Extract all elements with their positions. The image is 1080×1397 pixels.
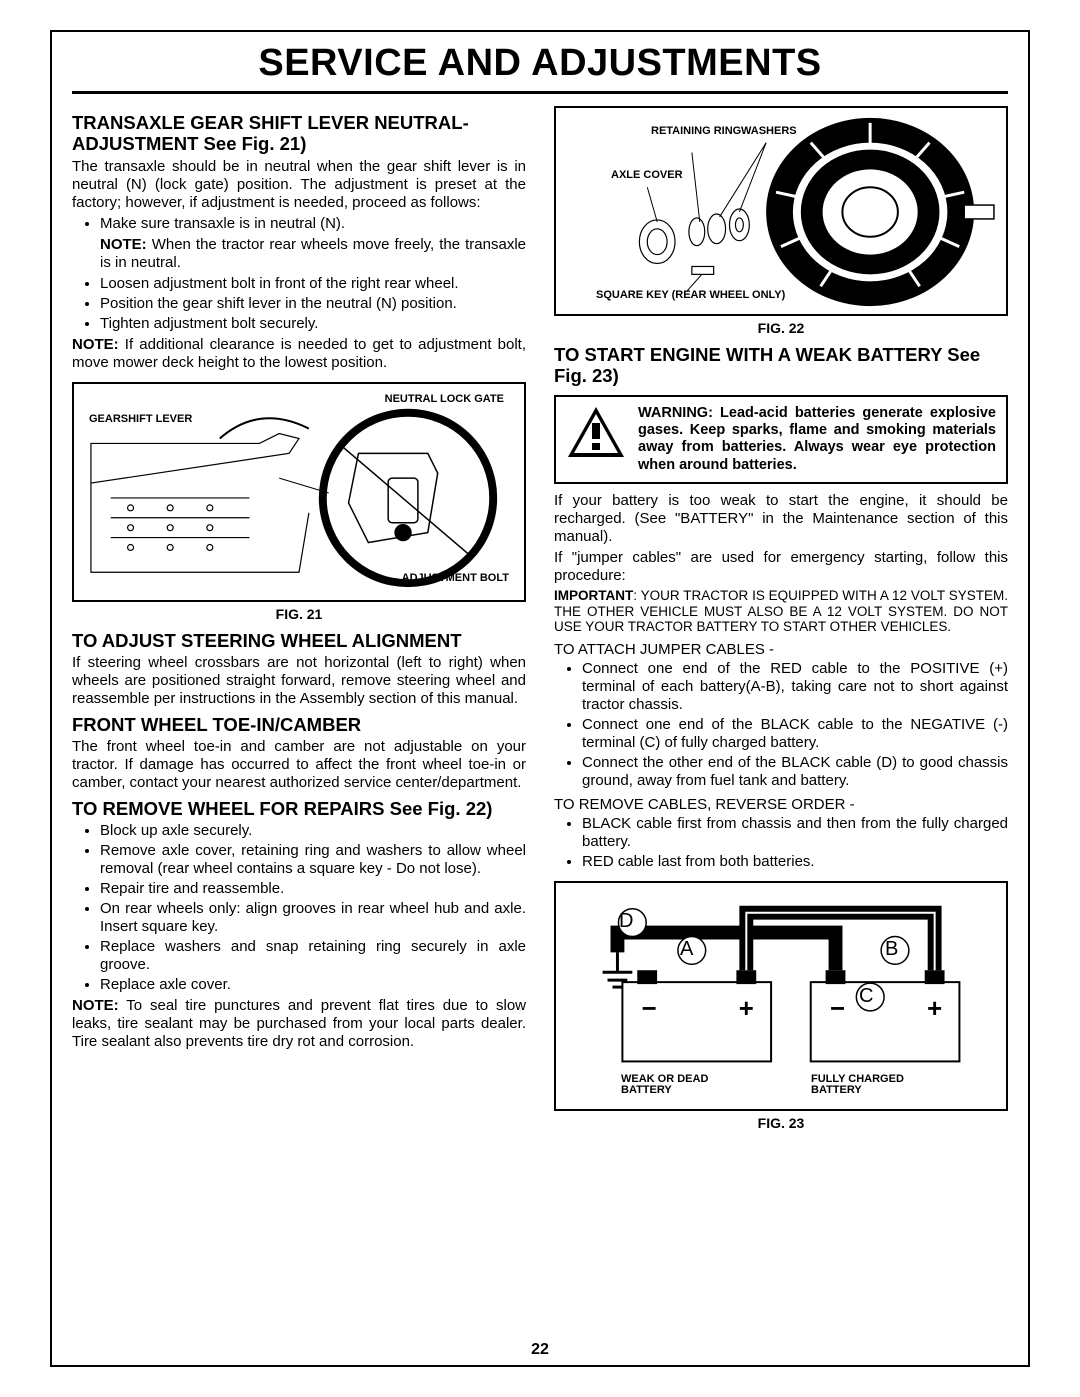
fig23-caption: FIG. 23 — [554, 1115, 1008, 1131]
fig21-label-lockgate: NEUTRAL LOCK GATE — [385, 394, 504, 406]
bullet: Position the gear shift lever in the neu… — [100, 295, 526, 313]
two-column-layout: TRANSAXLE GEAR SHIFT LEVER NEUTRAL- ADJU… — [72, 106, 1008, 1139]
bullet: Replace axle cover. — [100, 976, 526, 994]
figure-22: RETAINING RING WASHERS AXLE COVER SQUARE… — [554, 106, 1008, 316]
subhead-attach: TO ATTACH JUMPER CABLES - — [554, 641, 1008, 658]
para-jumper: If "jumper cables" are used for emergenc… — [554, 549, 1008, 585]
figure-21: GEARSHIFT LEVER NEUTRAL LOCK GATE ADJUST… — [72, 382, 526, 602]
important-label: IMPORTANT — [554, 588, 633, 603]
page-title: Service And Adjustments — [72, 42, 1008, 94]
svg-text:+: + — [739, 994, 754, 1022]
list-attach: Connect one end of the RED cable to the … — [554, 660, 1008, 790]
warning-box: WARNING: Lead-acid batteries gen­erate e… — [554, 395, 1008, 485]
fig23-label-weak: WEAK OR DEAD BATTERY — [621, 1074, 741, 1097]
heading-remove-wheel: TO REMOVE WHEEL FOR REPAIRS See Fig. 22) — [72, 798, 526, 819]
note-text: When the tractor rear wheels move freely… — [100, 236, 526, 271]
bullet: Make sure transaxle is in neutral (N). — [100, 215, 526, 233]
heading-steering: TO ADJUST STEERING WHEEL ALIGN­MENT — [72, 630, 526, 651]
warning-triangle-icon — [566, 405, 626, 464]
para-steering: If steering wheel crossbars are not hori… — [72, 654, 526, 708]
bullet: Connect the other end of the BLACK cable… — [582, 754, 1008, 790]
para-toein: The front wheel toe-in and camber are no… — [72, 738, 526, 792]
para-recharge: If your battery is too weak to start the… — [554, 492, 1008, 546]
bullet: Block up axle securely. — [100, 822, 526, 840]
bullet: BLACK cable first from chassis and then … — [582, 815, 1008, 851]
svg-text:−: − — [642, 994, 657, 1022]
fig22-caption: FIG. 22 — [554, 320, 1008, 336]
note-text: To seal tire punctures and prevent flat … — [72, 997, 526, 1050]
bullet: Connect one end of the BLACK cable to th… — [582, 716, 1008, 752]
list-remove-wheel: Block up axle securely. Remove axle cove… — [72, 822, 526, 994]
list-transaxle-2: Loosen adjustment bolt in front of the r… — [72, 275, 526, 333]
fig23-label-b: B — [885, 939, 898, 960]
heading-weak-battery: TO START ENGINE WITH A WEAK BATTERY See … — [554, 344, 1008, 387]
right-column: RETAINING RING WASHERS AXLE COVER SQUARE… — [554, 106, 1008, 1139]
bullet: Connect one end of the RED cable to the … — [582, 660, 1008, 714]
list-transaxle-1: Make sure transaxle is in neutral (N). — [72, 215, 526, 233]
page-number: 22 — [52, 1341, 1028, 1359]
fig22-label-axle: AXLE COVER — [611, 170, 683, 182]
fig22-svg — [556, 108, 1006, 314]
fig22-label-washers: WASHERS — [741, 126, 797, 138]
warning-label: WARNING — [638, 405, 708, 421]
bullet: Tighten adjustment bolt securely. — [100, 315, 526, 333]
bullet: Loosen adjustment bolt in front of the r… — [100, 275, 526, 293]
fig22-label-square: SQUARE KEY (REAR WHEEL ONLY) — [596, 290, 785, 302]
heading-toein: FRONT WHEEL TOE-IN/CAMBER — [72, 714, 526, 735]
note-sealant: NOTE: To seal tire punctures and prevent… — [72, 997, 526, 1051]
svg-text:+: + — [927, 994, 942, 1022]
bullet: Repair tire and reassemble. — [100, 880, 526, 898]
heading-transaxle: TRANSAXLE GEAR SHIFT LEVER NEUTRAL- ADJU… — [72, 112, 526, 155]
list-remove: BLACK cable first from chassis and then … — [554, 815, 1008, 871]
fig23-label-d: D — [619, 911, 633, 932]
para-transaxle-intro: The transaxle should be in neutral when … — [72, 158, 526, 212]
page-frame: Service And Adjustments TRANSAXLE GEAR S… — [50, 30, 1030, 1367]
note-clearance: NOTE: If additional clearance is needed … — [72, 336, 526, 372]
left-column: TRANSAXLE GEAR SHIFT LEVER NEUTRAL- ADJU… — [72, 106, 526, 1139]
fig23-label-a: A — [680, 939, 693, 960]
bullet: Remove axle cover, retaining ring and wa… — [100, 842, 526, 878]
bullet: Replace washers and snap retaining ring … — [100, 938, 526, 974]
figure-23: − + − + — [554, 881, 1008, 1111]
para-important: IMPORTANT: YOUR TRACTOR IS EQUIPPED WITH… — [554, 588, 1008, 635]
fig22-label-retaining: RETAINING RING — [651, 126, 741, 138]
fig23-label-full: FULLY CHARGED BATTERY — [811, 1074, 941, 1097]
warning-text: WARNING: Lead-acid batteries gen­erate e… — [638, 405, 996, 475]
fig23-label-c: C — [859, 986, 873, 1007]
subhead-remove: TO REMOVE CABLES, REVERSE ORDER - — [554, 796, 1008, 813]
fig21-label-gearshift: GEARSHIFT LEVER — [89, 414, 192, 426]
note-label: NOTE: — [100, 236, 147, 253]
note-neutral: NOTE: When the tractor rear wheels move … — [72, 236, 526, 272]
note-label: NOTE: — [72, 336, 119, 353]
bullet: RED cable last from both batteries. — [582, 853, 1008, 871]
fig21-caption: FIG. 21 — [72, 606, 526, 622]
fig21-label-bolt: ADJUSTMENT BOLT — [402, 573, 509, 585]
svg-text:−: − — [830, 994, 845, 1022]
note-text: If additional clearance is needed to get… — [72, 336, 526, 371]
bullet: On rear wheels only: align grooves in re… — [100, 900, 526, 936]
note-label: NOTE: — [72, 997, 119, 1014]
